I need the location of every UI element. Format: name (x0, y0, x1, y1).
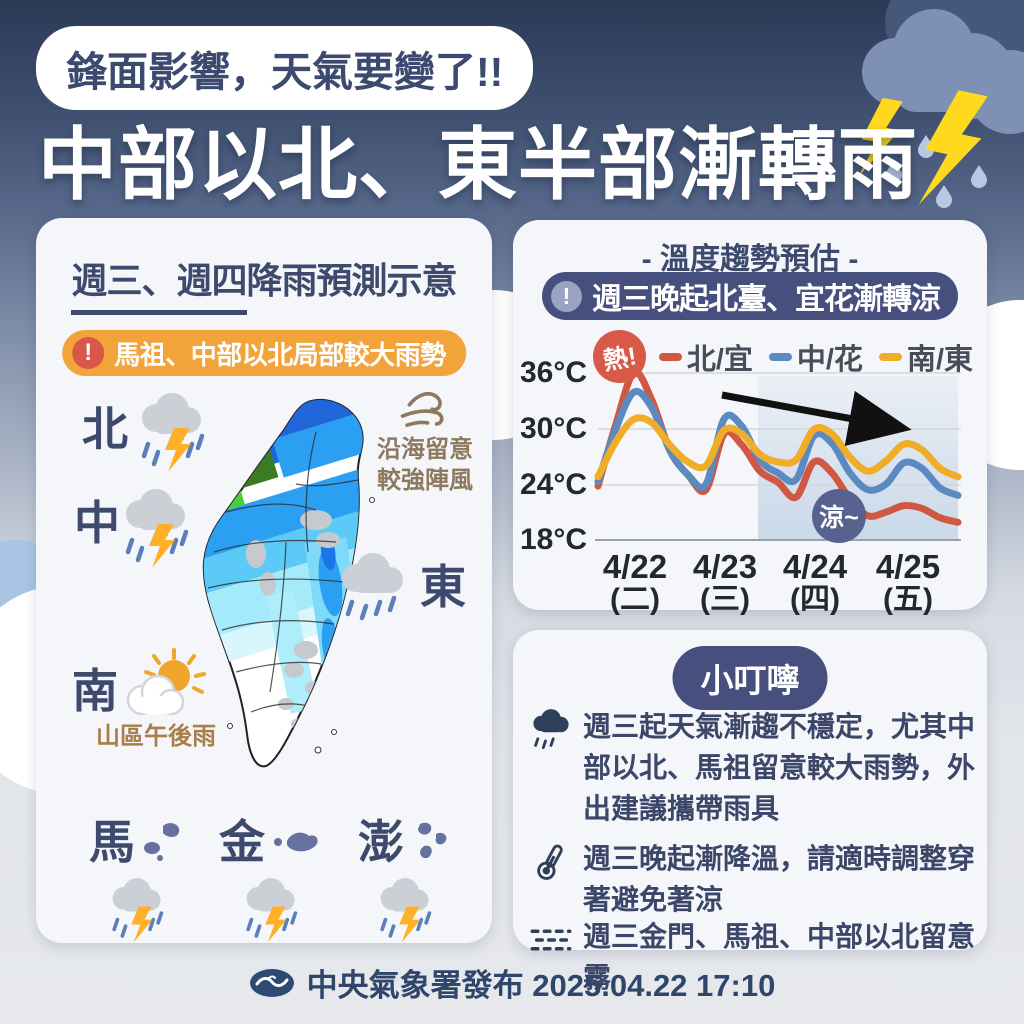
region-label-penghu: 澎 (358, 816, 404, 868)
thermometer-icon (529, 838, 573, 889)
region-label-north: 北 (82, 403, 128, 455)
y-tick: 24°C (519, 468, 587, 501)
tips-panel: 小叮嚀 週三起天氣漸趨不穩定，尤其中部以北、馬祖留意較大雨勢，外出建議攜帶雨具 (513, 630, 987, 993)
thunderstorm-icon (246, 878, 298, 943)
rain-cloud-icon (529, 706, 573, 757)
partly-sunny-icon (126, 648, 206, 716)
storm-cloud-lightning-icon (858, 0, 1024, 208)
legend-item: 北/宜 (658, 336, 753, 378)
thunderstorm-icon (380, 878, 432, 943)
line-central-hualien (594, 387, 962, 499)
legend-dash-south (878, 353, 902, 361)
wind-icon (400, 391, 444, 427)
region-label-kinmen: 金 (219, 816, 265, 868)
x-tick: 4/25 (五) (875, 548, 941, 616)
temp-panel-title: - 溫度趨勢預估 - (641, 243, 859, 276)
cool-annotation-badge: 涼~ (812, 489, 866, 543)
x-tick: 4/22 (二) (602, 548, 668, 616)
x-tick: 4/23 (三) (692, 548, 758, 616)
tip-text: 週三金門、馬祖、中部以北留意霧 (583, 921, 976, 993)
trend-arrow (721, 390, 912, 446)
legend-item: 南/東 (878, 336, 973, 378)
legend-dash-central (768, 353, 792, 361)
rain-forecast-panel: 週三、週四降雨預測示意 ! 馬祖、中部以北局部較大雨勢 (36, 218, 492, 943)
line-south-east (594, 414, 962, 481)
region-label-matsu: 馬 (89, 816, 135, 868)
fog-icon (529, 916, 575, 967)
exclamation-icon: ! (551, 280, 582, 312)
region-kinmen: 金 (206, 816, 336, 944)
thunderstorm-icon (125, 489, 189, 568)
taiwan-rain-map (202, 399, 375, 768)
y-tick: 36°C (519, 356, 587, 389)
matsu-islands-icon (144, 823, 180, 861)
temp-alert-badge: ! 週三晚起北臺、宜花漸轉涼 (542, 272, 958, 320)
y-tick: 30°C (519, 412, 587, 445)
page-title: 中部以北、東半部漸轉雨 (38, 120, 918, 209)
cwa-logo (249, 968, 294, 997)
temperature-trend-panel: - 溫度趨勢預估 - ! 週三晚起北臺、宜花漸轉涼 北/宜 中/花 南/東 (513, 220, 987, 616)
footer-text: 中央氣象署發布 2025.04.22 17:10 (306, 968, 776, 1003)
rain-warning-badge: ! 馬祖、中部以北局部較大雨勢 (62, 330, 466, 376)
exclamation-icon: ! (72, 337, 105, 369)
rain-icon (342, 553, 403, 621)
legend-item: 中/花 (768, 336, 863, 378)
region-penghu: 澎 (340, 816, 470, 944)
tip-text: 週三起天氣漸趨不穩定，尤其中部以北、馬祖留意較大雨勢，外出建議攜帶雨具 (583, 711, 976, 824)
legend-dash-north (658, 353, 682, 361)
penghu-islands-icon (418, 822, 447, 859)
header-badge: 鋒面影響，天氣要變了!! (36, 26, 534, 110)
rain-title-rest: 降雨預測示意 (246, 260, 458, 301)
chart-legend: 北/宜 中/花 南/東 (658, 336, 973, 378)
tip-item: 週三起天氣漸趨不穩定，尤其中部以北、馬祖留意較大雨勢，外出建議攜帶雨具 (529, 706, 977, 829)
region-label-south: 南 (72, 665, 118, 717)
tips-badge: 小叮嚀 (672, 646, 828, 710)
rain-panel-title: 週三、週四降雨預測示意 (36, 252, 492, 315)
wind-note: 沿海留意 較強陣風 (377, 436, 473, 494)
region-label-central: 中 (74, 497, 120, 549)
tip-item: 週三金門、馬祖、中部以北留意霧 (529, 916, 977, 998)
kinmen-island-icon (274, 832, 318, 852)
region-label-east: 東 (420, 561, 466, 613)
x-tick: 4/24 (四) (782, 548, 848, 616)
region-matsu: 馬 (72, 816, 202, 944)
footer: 中央氣象署發布 2025.04.22 17:10 (0, 960, 1024, 1005)
rain-title-underlined: 週三、週四 (71, 260, 248, 315)
rain-warning-label: 馬祖、中部以北局部較大雨勢 (114, 339, 446, 370)
tip-text: 週三晚起漸降溫，請適時調整穿著避免著涼 (583, 843, 976, 915)
south-note: 山區午後雨 (96, 723, 216, 750)
y-tick: 18°C (519, 523, 587, 556)
temp-alert-label: 週三晚起北臺、宜花漸轉涼 (592, 283, 941, 316)
thunderstorm-icon (112, 878, 164, 943)
thunderstorm-icon (141, 393, 205, 472)
header-badge-label: 鋒面影響，天氣要變了!! (66, 49, 504, 95)
tip-item: 週三晚起漸降溫，請適時調整穿著避免著涼 (529, 838, 977, 920)
